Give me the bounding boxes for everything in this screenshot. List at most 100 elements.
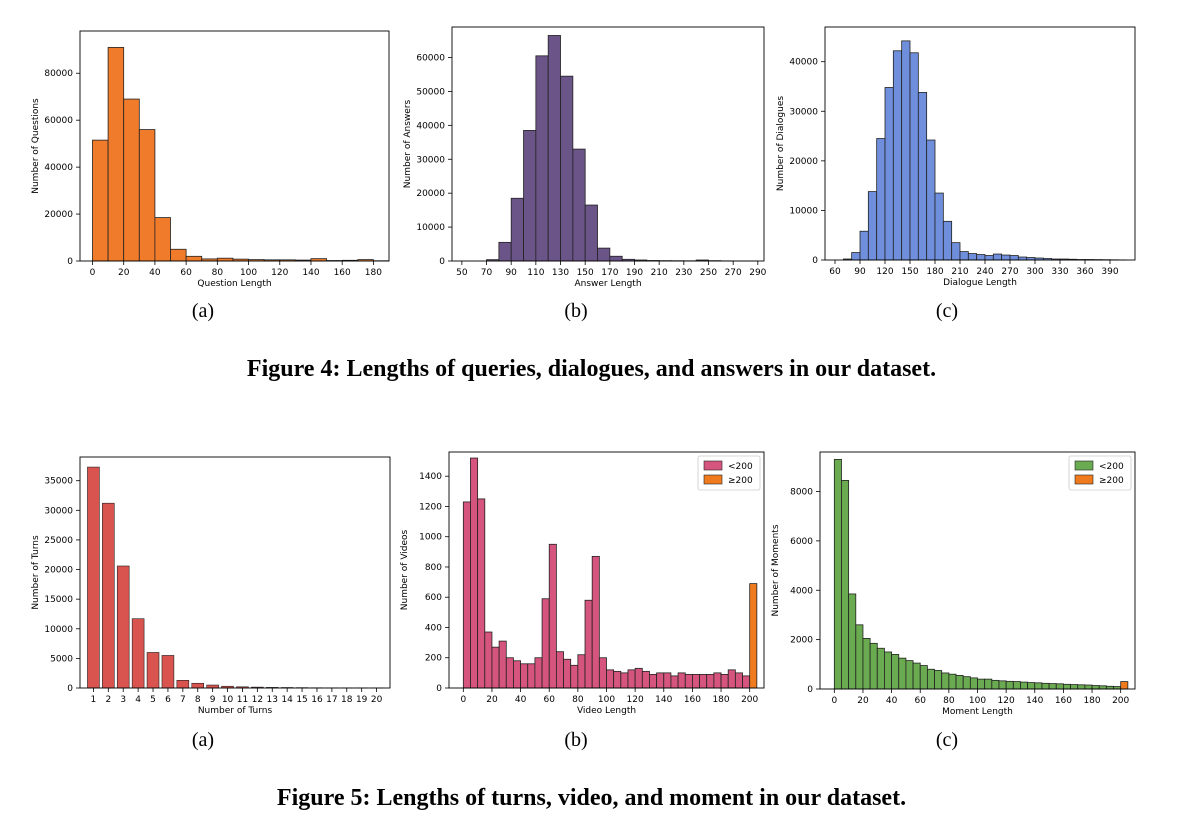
videos-bar-0-36: [720, 673, 729, 689]
dialogues-xtick-label-3: 150: [901, 267, 918, 277]
answers-ytick-label-3: 30000: [416, 155, 445, 165]
chart-moment-length: 0 2000 4000 6000 8000 0 20 40 60 80 100 120 140 160 18…: [770, 430, 1170, 730]
moments-bar-0-4: [862, 637, 871, 690]
dialogues-ytick-label-3: 30000: [789, 107, 818, 117]
videos-bar-0-5: [498, 640, 507, 689]
dialogues-xtick-label-9: 330: [1051, 267, 1068, 277]
moments-bar-0-0: [833, 459, 842, 690]
moments-bar-0-20: [977, 678, 986, 690]
moments-bar-0-32: [1063, 683, 1071, 690]
questions-xtick-label-9: 180: [365, 268, 382, 278]
moments-xtick-label-3: 60: [915, 696, 927, 706]
moments-bar-0-24: [1005, 680, 1014, 690]
moments-bar-0-37: [1098, 685, 1107, 690]
videos-bar-0-2: [477, 498, 486, 689]
moments-bar-0-28: [1034, 682, 1043, 690]
dialogues-bar-18: [992, 253, 1003, 261]
figure4-caption: Figure 4: Lengths of queries, dialogues,…: [246, 356, 937, 382]
dialogues-bar-13: [951, 242, 961, 261]
turns-xtick-label-19: 20: [371, 695, 383, 705]
chart-video-length: 0 200 400 600 800 1000 1200 1400 0 20 40 60 80 100 120…: [395, 430, 795, 730]
answers-xtick-label-1: 70: [481, 268, 493, 278]
videos-ytick-label-1: 200: [425, 654, 442, 664]
videos-bar-0-17: [584, 599, 593, 689]
videos-bar-0-14: [563, 658, 572, 689]
moments-bar-0-12: [919, 665, 928, 690]
dialogues-ytick-label-0: 0: [812, 256, 818, 266]
dialogues-bar-14: [959, 251, 969, 261]
dialogues-xtick-label-4: 180: [926, 267, 943, 277]
moments-bar-0-35: [1084, 684, 1093, 690]
moments-bar-0-21: [984, 678, 993, 690]
videos-bar-0-1: [470, 457, 479, 689]
answers-xtick-label-12: 290: [749, 268, 766, 278]
chart-dialogue-length: 0 10000 20000 30000 40000 60 90 120 150 180 210 240…: [770, 0, 1170, 300]
questions-ytick-label-3: 60000: [44, 116, 73, 126]
chart-question-length: 0 20000 40000 60000 80000 0 20 40 60 80 100 120 140 1…: [0, 0, 400, 300]
videos-bar-0-24: [634, 667, 643, 689]
dialogues-x-axis-label: Dialogue Length: [943, 278, 1017, 288]
fig4-sublabel-b: (b): [564, 300, 588, 322]
answers-ytick-label-0: 0: [439, 257, 445, 267]
videos-bar-0-26: [649, 673, 658, 689]
dialogues-xtick-label-10: 360: [1076, 267, 1093, 277]
dialogues-bar-6: [892, 50, 903, 261]
turns-bar-4: [146, 652, 160, 689]
turns-xtick-label-5: 6: [165, 695, 171, 705]
videos-xtick-label-5: 100: [598, 695, 615, 705]
videos-bar-0-32: [692, 673, 700, 689]
moments-xtick-label-2: 40: [886, 696, 898, 706]
answers-xtick-label-8: 210: [651, 268, 668, 278]
moments-xtick-label-6: 120: [998, 696, 1015, 706]
videos-bar-0-16: [577, 654, 586, 689]
videos-xtick-label-8: 160: [684, 695, 701, 705]
dialogues-xtick-label-5: 210: [951, 267, 968, 277]
moments-bar-0-22: [991, 679, 1000, 690]
dialogues-bar-17: [984, 255, 994, 261]
moments-bar-0-17: [955, 675, 964, 690]
moments-bar-0-1: [841, 479, 850, 690]
moments-bar-0-34: [1077, 684, 1086, 690]
answers-plot-frame: [451, 26, 765, 262]
questions-y-axis-label: Number of Questions: [31, 98, 41, 194]
answers-ytick-label-5: 50000: [416, 87, 445, 97]
dialogues-bar-3: [867, 191, 878, 261]
turns-bar-5: [161, 655, 175, 689]
moments-ytick-label-0: 0: [807, 685, 813, 695]
fig5-sublabel-a: (a): [191, 729, 215, 751]
dialogues-bar-8: [909, 52, 919, 261]
fig4-sublabel-c: (c): [935, 300, 959, 322]
dialogues-xtick-label-11: 390: [1101, 267, 1118, 277]
moments-legend-label-0: <200: [1099, 462, 1124, 472]
videos-ytick-label-6: 1200: [419, 502, 442, 512]
answers-bar-1: [498, 241, 512, 262]
moments-ytick-label-3: 6000: [790, 537, 813, 547]
moments-bar-0-7: [884, 651, 892, 690]
questions-bar-6: [185, 255, 203, 262]
answers-bar-6: [560, 75, 574, 262]
turns-xtick-label-9: 10: [222, 695, 234, 705]
turns-xtick-label-13: 14: [281, 695, 293, 705]
moments-ytick-label-4: 8000: [790, 488, 813, 498]
turns-xtick-label-3: 4: [135, 695, 141, 705]
moments-xtick-label-1: 20: [857, 696, 869, 706]
answers-xtick-label-5: 150: [577, 268, 594, 278]
moments-bar-0-15: [941, 672, 950, 690]
fig5-sublabel-c: (c): [935, 729, 959, 751]
turns-bar-6: [176, 680, 190, 689]
answers-bar-4: [535, 55, 549, 262]
moments-bar-0-31: [1055, 683, 1064, 690]
moments-bar-0-8: [891, 654, 900, 690]
fig5-sublabel-b: (b): [564, 729, 588, 751]
questions-bar-0: [92, 139, 109, 262]
answers-ytick-label-2: 20000: [416, 189, 445, 199]
videos-legend-swatch-0: [703, 460, 723, 471]
turns-x-axis-label: Number of Turns: [198, 706, 273, 716]
turns-xtick-label-6: 7: [180, 695, 186, 705]
turns-xtick-label-2: 3: [120, 695, 126, 705]
moments-bar-0-30: [1048, 683, 1057, 690]
videos-legend-swatch-1: [703, 474, 723, 485]
videos-bar-0-4: [491, 646, 500, 689]
questions-x-axis-label: Question Length: [197, 279, 271, 289]
